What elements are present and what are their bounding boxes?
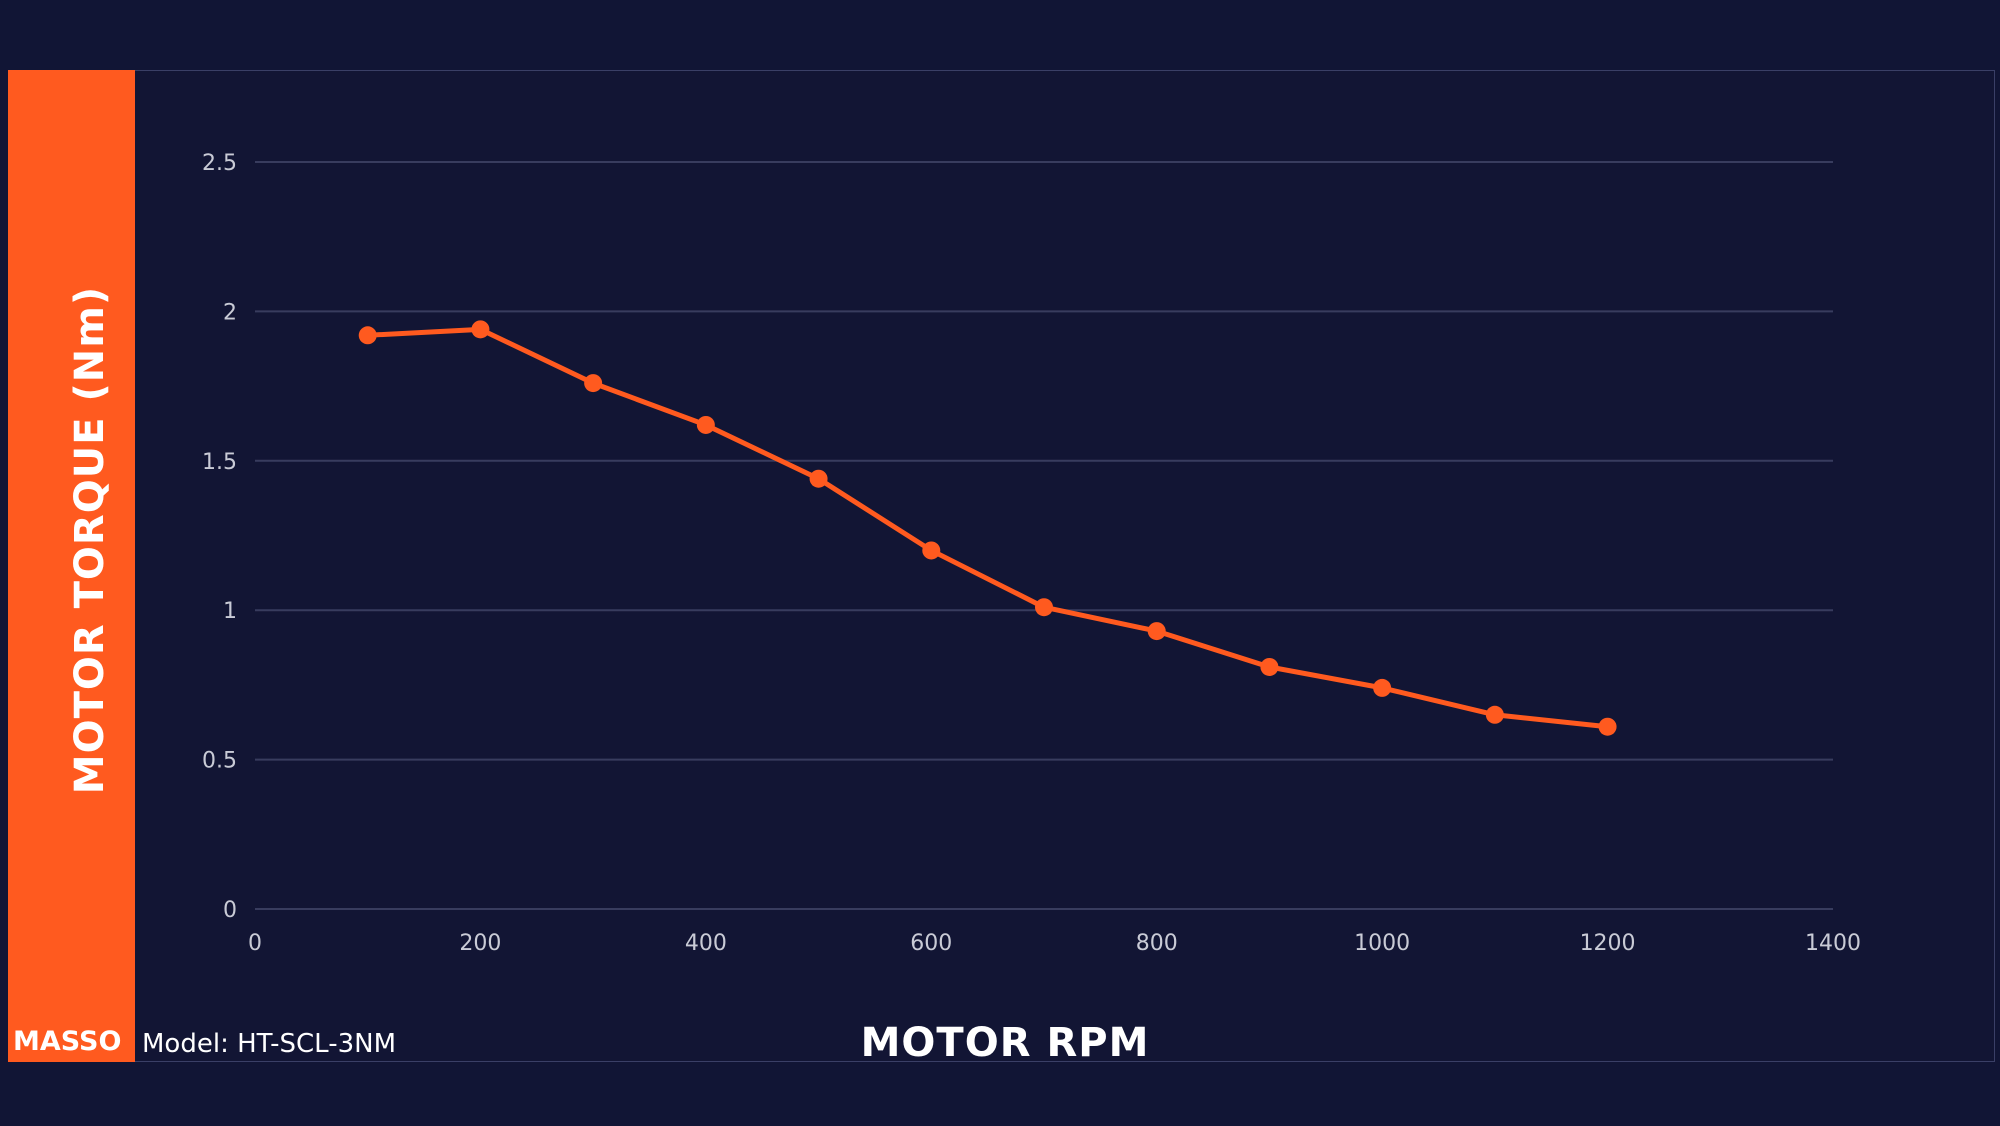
- gridlines: [255, 161, 1833, 910]
- x-tick-label: 400: [685, 931, 727, 956]
- y-tick-label: 0.5: [202, 749, 237, 774]
- model-label: Model: HT-SCL-3NM: [142, 1029, 397, 1059]
- data-point: [922, 541, 941, 560]
- x-tick-label: 800: [1136, 931, 1178, 956]
- data-point: [1485, 705, 1504, 724]
- x-tick-label: 0: [248, 931, 262, 956]
- x-axis-ticks: 0 200 400 600 800 1000 1200 1400: [248, 931, 1861, 956]
- data-point: [1147, 622, 1166, 641]
- x-axis-label: MOTOR RPM: [860, 1020, 1150, 1066]
- brand-label: MASSO: [13, 1026, 122, 1057]
- chart-panel: [8, 70, 1995, 1062]
- data-point: [1598, 717, 1617, 736]
- data-point: [1260, 657, 1279, 676]
- y-tick-label: 1.5: [202, 450, 237, 475]
- accent-side-bar: [8, 70, 135, 1062]
- y-tick-label: 0: [223, 898, 237, 923]
- data-point: [584, 374, 603, 393]
- x-tick-label: 600: [910, 931, 952, 956]
- data-point: [809, 469, 828, 488]
- data-point: [358, 326, 377, 345]
- y-tick-label: 2: [223, 300, 237, 325]
- y-axis-ticks: 0 0.5 1 1.5 2 2.5: [202, 151, 237, 923]
- data-point: [1373, 678, 1392, 697]
- y-tick-label: 1: [223, 599, 237, 624]
- x-tick-label: 1400: [1805, 931, 1861, 956]
- x-tick-label: 200: [459, 931, 501, 956]
- y-tick-label: 2.5: [202, 151, 237, 176]
- data-point: [471, 320, 490, 339]
- series-layer: [358, 320, 1617, 736]
- x-tick-label: 1000: [1354, 931, 1410, 956]
- y-axis-label: MOTOR TORQUE (Nm): [67, 285, 113, 795]
- x-tick-label: 1200: [1580, 931, 1636, 956]
- data-point: [696, 415, 715, 434]
- data-point: [1035, 598, 1053, 617]
- series-line-0: [367, 326, 1608, 730]
